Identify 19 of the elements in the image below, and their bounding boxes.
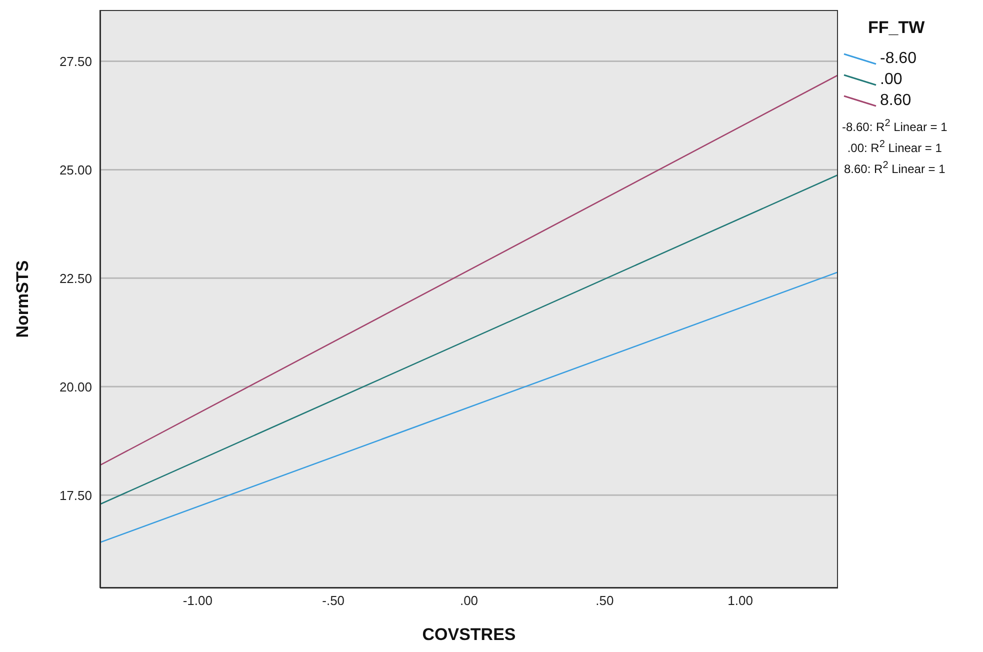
legend-title: FF_TW xyxy=(868,18,926,38)
x-axis-title: COVSTRES xyxy=(422,625,516,644)
legend-label: -8.60 xyxy=(880,50,916,68)
x-tick-label: .50 xyxy=(596,593,614,608)
legend-label: .00 xyxy=(880,70,902,88)
y-tick-label: 27.50 xyxy=(59,54,92,69)
x-tick-label: -.50 xyxy=(322,593,345,608)
text: .00: R$^{2}$ Linear = 1 xyxy=(846,138,943,157)
x-tick-label: .00 xyxy=(460,593,478,608)
text: 8.60: R$^{2}$ Linear = 1 xyxy=(842,159,946,178)
x-tick-label: 1.00 xyxy=(728,593,753,608)
y-tick-label: 17.50 xyxy=(59,488,92,503)
legend-label: 8.60 xyxy=(880,92,912,110)
y-tick-label: 20.00 xyxy=(59,379,92,394)
y-tick-label: 22.50 xyxy=(59,270,92,286)
y-tick-label: 25.00 xyxy=(59,162,92,178)
text: -8.60: R$^{2}$ Linear = 1 xyxy=(842,117,948,136)
x-tick-label: -1.00 xyxy=(182,593,212,608)
y-axis-title: NormSTS xyxy=(13,260,32,338)
